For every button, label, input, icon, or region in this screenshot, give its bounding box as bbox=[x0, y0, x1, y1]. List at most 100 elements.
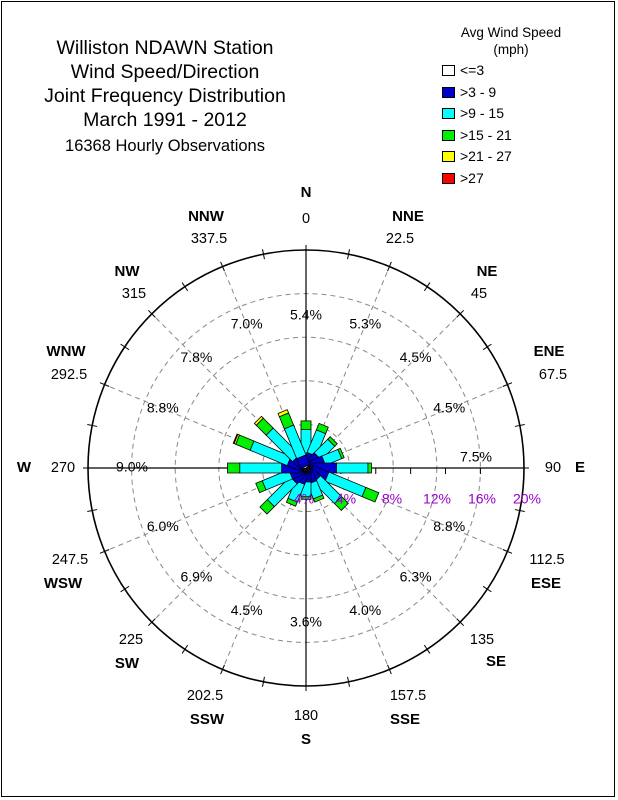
ring-tick bbox=[262, 676, 265, 687]
compass-degree-label: 247.5 bbox=[52, 552, 88, 568]
ring-tick bbox=[99, 382, 110, 387]
compass-degree-label: 112.5 bbox=[529, 552, 564, 568]
frequency-bar bbox=[337, 447, 345, 460]
frequency-bar bbox=[312, 494, 325, 503]
compass-degree-label: 90 bbox=[545, 460, 561, 476]
legend-swatch bbox=[442, 86, 455, 98]
legend-swatch bbox=[442, 108, 455, 120]
compass-degree-label: 315 bbox=[122, 286, 146, 302]
direction-frequency-label: 4.0% bbox=[349, 602, 381, 618]
frequency-bar bbox=[367, 462, 372, 474]
frequency-bar bbox=[285, 497, 298, 507]
frequency-bar bbox=[300, 420, 312, 431]
direction-frequency-label: 4.5% bbox=[433, 399, 465, 415]
direction-frequency-label: 9.0% bbox=[116, 459, 148, 475]
ring-tick bbox=[456, 618, 465, 627]
compass-direction-label: SSE bbox=[390, 711, 420, 728]
direction-frequency-label: 6.3% bbox=[400, 568, 432, 584]
legend-label: >3 - 9 bbox=[460, 83, 497, 100]
ring-tick bbox=[514, 424, 525, 427]
ring-tick bbox=[147, 618, 156, 627]
compass-degree-label: 45 bbox=[471, 286, 487, 302]
legend-item: >21 - 27 bbox=[436, 148, 586, 170]
direction-frequency-label: 3.6% bbox=[290, 614, 322, 630]
ring-tick bbox=[347, 676, 350, 687]
legend-unit: (mph) bbox=[493, 42, 529, 57]
legend-swatch bbox=[442, 129, 455, 141]
speed-legend: Avg Wind Speed (mph) <=3 >3 - 9 >9 - 15 … bbox=[436, 24, 586, 192]
radial-tick-label: 4% bbox=[336, 491, 356, 507]
legend-label: >15 - 21 bbox=[460, 126, 512, 143]
frequency-bar bbox=[336, 462, 369, 474]
direction-frequency-label: 5.3% bbox=[349, 316, 381, 332]
legend-label: >9 - 15 bbox=[460, 105, 504, 122]
legend-item: >3 - 9 bbox=[436, 84, 586, 106]
radial-tick-label: 16% bbox=[468, 491, 496, 507]
ring-tick bbox=[120, 343, 130, 351]
compass-degree-label: 135 bbox=[470, 632, 494, 648]
frequency-bar bbox=[232, 433, 239, 445]
ring-tick bbox=[482, 585, 492, 593]
ring-tick bbox=[423, 282, 431, 292]
compass-direction-label: E bbox=[575, 459, 585, 476]
legend-swatch bbox=[442, 151, 455, 163]
direction-frequency-label: 8.8% bbox=[433, 518, 465, 534]
ring-tick bbox=[181, 282, 189, 292]
compass-direction-label: SE bbox=[486, 653, 506, 670]
direction-frequency-label: 4.5% bbox=[400, 349, 432, 365]
compass-degree-label: 292.5 bbox=[51, 367, 87, 383]
direction-frequency-label: 8.8% bbox=[147, 399, 179, 415]
legend-item: >9 - 15 bbox=[436, 105, 586, 127]
compass-degree-label: 337.5 bbox=[191, 231, 227, 247]
ring-tick bbox=[87, 424, 98, 427]
radial-tick-label: 12% bbox=[423, 491, 451, 507]
frequency-bar bbox=[315, 422, 329, 435]
legend-label: <=3 bbox=[460, 62, 485, 78]
compass-direction-label: NNE bbox=[392, 208, 424, 225]
compass-direction-label: ENE bbox=[534, 343, 565, 360]
compass-degree-label: 22.5 bbox=[386, 231, 414, 247]
ring-tick bbox=[181, 644, 189, 654]
radial-tick-label: 20% bbox=[513, 491, 541, 507]
ring-tick bbox=[502, 382, 513, 387]
legend-swatch bbox=[442, 172, 455, 184]
direction-frequency-label: 7.5% bbox=[460, 449, 492, 465]
ring-tick bbox=[387, 664, 392, 675]
radial-tick-label: 8% bbox=[382, 491, 402, 507]
ring-tick bbox=[502, 549, 513, 554]
legend-title: Avg Wind Speed bbox=[460, 25, 562, 40]
legend-item: <=3 bbox=[436, 62, 586, 84]
ring-tick bbox=[220, 664, 225, 675]
direction-frequency-label: 4.5% bbox=[231, 602, 263, 618]
ring-tick bbox=[147, 309, 156, 318]
title-line-3: Joint Frequency Distribution bbox=[44, 85, 286, 107]
frequency-bar bbox=[277, 409, 290, 418]
chart-title-block: Williston NDAWN Station Wind Speed/Direc… bbox=[30, 36, 300, 158]
direction-frequency-label: 7.8% bbox=[180, 349, 212, 365]
legend-label: >21 - 27 bbox=[460, 148, 512, 165]
compass-degree-label: 202.5 bbox=[187, 688, 223, 704]
ring-tick bbox=[456, 309, 465, 318]
observation-count: 16368 Hourly Observations bbox=[65, 137, 265, 155]
compass-direction-label: WNW bbox=[46, 343, 86, 360]
title-line-1: Williston NDAWN Station bbox=[56, 37, 274, 59]
frequency-bar bbox=[259, 499, 275, 515]
ring-tick bbox=[99, 549, 110, 554]
direction-spoke bbox=[305, 467, 390, 670]
compass-direction-label: NNW bbox=[188, 208, 225, 225]
ring-tick bbox=[87, 509, 98, 512]
compass-direction-label: S bbox=[301, 731, 311, 748]
ring-tick bbox=[347, 249, 350, 260]
compass-direction-label: NE bbox=[477, 263, 498, 280]
compass-direction-label: W bbox=[17, 459, 32, 476]
legend-swatch bbox=[442, 65, 455, 76]
frequency-bar bbox=[361, 486, 380, 503]
compass-direction-label: ESE bbox=[531, 575, 561, 592]
frequency-bar bbox=[255, 480, 267, 494]
legend-label: >27 bbox=[460, 169, 484, 186]
frequency-bar bbox=[327, 436, 338, 447]
direction-frequency-label: 6.9% bbox=[180, 568, 212, 584]
compass-direction-label: SW bbox=[115, 655, 140, 672]
